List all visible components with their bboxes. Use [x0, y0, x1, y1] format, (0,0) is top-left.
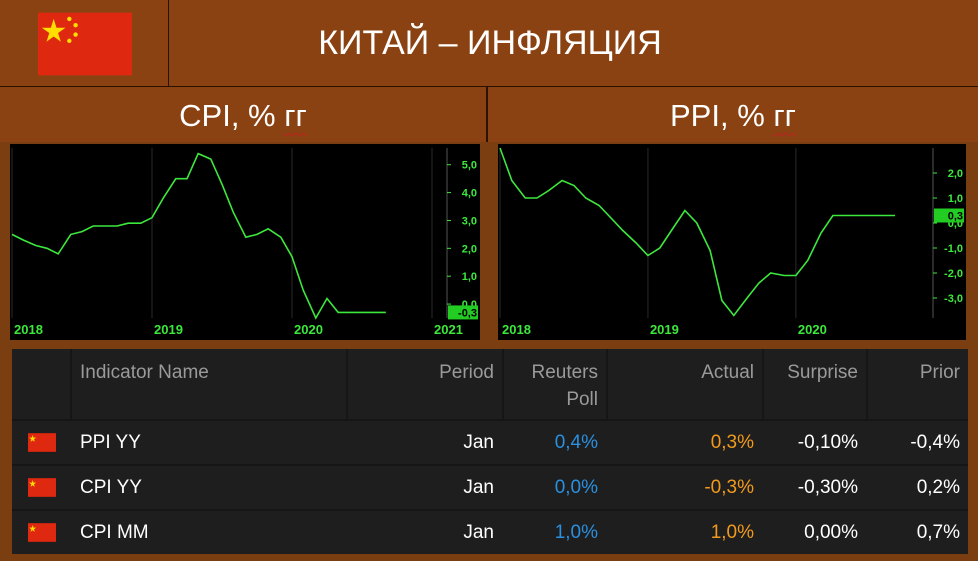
table-row[interactable]: CPI MM Jan 1,0% 1,0% 0,00% 0,7% — [12, 511, 968, 554]
x-tick-label: 2021 — [434, 322, 463, 337]
y-tick-label: 3,0 — [462, 215, 477, 227]
y-tick-label: 2,0 — [462, 243, 477, 255]
series-line — [11, 152, 386, 320]
ppi-chart: 2018 2019 2020 2,0 1,0 0,0 -1,0 -2,0 -3,0 0,3 — [498, 144, 966, 340]
y-tick-label: -3,0 — [944, 293, 963, 305]
cell-name: CPI YY — [80, 477, 142, 498]
cell-actual: -0,3% — [704, 477, 754, 498]
cell-flag — [12, 511, 70, 554]
cell-actual: 1,0% — [710, 522, 754, 543]
current-value-box — [934, 208, 964, 223]
ppi-panel-title: PPI, % гг — [488, 87, 978, 142]
cell-prior: 0,2% — [916, 477, 960, 498]
header-flag-cell — [12, 349, 70, 419]
series-line — [499, 147, 895, 317]
cell-period: Jan — [463, 432, 494, 453]
x-tick-label: 2019 — [154, 322, 183, 337]
header-indicator-name[interactable]: Indicator Name — [72, 349, 346, 419]
y-tick-label: 2,0 — [948, 168, 963, 180]
header-poll-line2: Poll — [566, 389, 598, 410]
cpi-chart: 2018 2019 2020 2021 5,0 4,0 3,0 2,0 1,0 0,0 -0,3 — [10, 144, 480, 340]
cell-name: PPI YY — [80, 432, 141, 453]
cell-flag — [12, 466, 70, 509]
y-tick-label: 1,0 — [462, 271, 477, 283]
china-flag-icon — [28, 523, 56, 542]
header: КИТАЙ – ИНФЛЯЦИЯ — [0, 0, 978, 87]
x-tick-label: 2018 — [502, 322, 531, 337]
y-tick-label: 4,0 — [462, 188, 477, 200]
table-row[interactable]: PPI YY Jan 0,4% 0,3% -0,10% -0,4% — [12, 421, 968, 464]
y-tick-label: 1,0 — [948, 193, 963, 205]
cpi-panel-title: CPI, % гг — [0, 87, 488, 142]
ppi-title-unit: гг — [773, 98, 796, 133]
china-flag-icon — [38, 12, 132, 76]
cell-name: CPI MM — [80, 522, 149, 543]
table-row[interactable]: CPI YY Jan 0,0% -0,3% -0,30% 0,2% — [12, 466, 968, 509]
cell-surprise: -0,30% — [797, 477, 858, 498]
flag-cell — [0, 0, 169, 86]
cell-period: Jan — [463, 477, 494, 498]
cell-actual: 0,3% — [710, 432, 754, 453]
x-tick-label: 2018 — [14, 322, 43, 337]
current-value-box — [448, 305, 478, 320]
cell-prior: -0,4% — [910, 432, 960, 453]
cell-surprise: -0,10% — [797, 432, 858, 453]
cpi-title-text: CPI, % — [179, 98, 285, 133]
header-period[interactable]: Period — [348, 349, 502, 419]
header-surprise[interactable]: Surprise — [764, 349, 866, 419]
cell-surprise: 0,00% — [804, 522, 858, 543]
y-tick-label: -1,0 — [944, 243, 963, 255]
header-reuters-poll[interactable]: Reuters Poll — [504, 349, 606, 419]
cell-poll: 0,4% — [554, 432, 598, 453]
cell-flag — [12, 421, 70, 464]
y-tick-label: 5,0 — [462, 160, 477, 172]
header-actual[interactable]: Actual — [608, 349, 762, 419]
current-value-label: 0,3 — [948, 211, 963, 223]
page-title: КИТАЙ – ИНФЛЯЦИЯ — [318, 24, 662, 62]
header-prior[interactable]: Prior — [868, 349, 968, 419]
ppi-title-text: PPI, % — [670, 98, 774, 133]
x-tick-label: 2020 — [798, 322, 827, 337]
china-flag-icon — [28, 433, 56, 452]
cell-period: Jan — [463, 522, 494, 543]
cell-poll: 1,0% — [554, 522, 598, 543]
cell-prior: 0,7% — [916, 522, 960, 543]
cpi-title-unit: гг — [284, 98, 307, 133]
china-flag-icon — [28, 478, 56, 497]
y-tick-label: -2,0 — [944, 268, 963, 280]
cell-poll: 0,0% — [554, 477, 598, 498]
x-tick-label: 2020 — [294, 322, 323, 337]
current-value-label: -0,3 — [458, 307, 477, 319]
indicator-table: Indicator Name Period Reuters Poll Actual… — [12, 349, 968, 554]
x-tick-label: 2019 — [650, 322, 679, 337]
header-poll-line1: Reuters — [531, 362, 598, 383]
